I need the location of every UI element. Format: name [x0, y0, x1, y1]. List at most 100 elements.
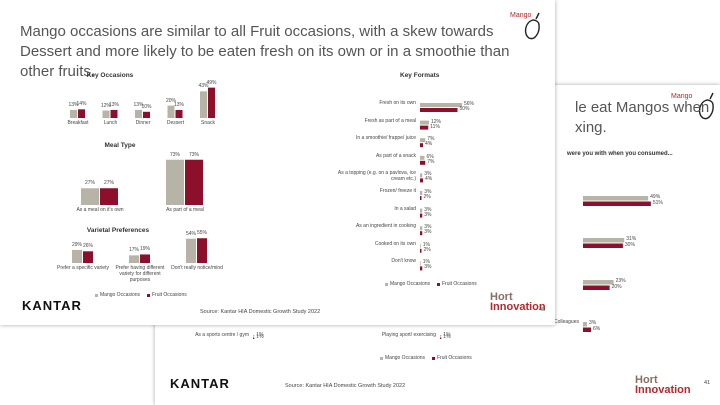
value-label: 3%: [424, 224, 432, 231]
category-label: Fresh as part of a meal: [364, 117, 416, 124]
bar: [253, 335, 255, 337]
bar: [110, 109, 118, 118]
logo-top: Hort: [490, 291, 513, 303]
bar: [420, 173, 423, 178]
bar: [420, 248, 422, 253]
logo-bottom: Innovation: [490, 301, 546, 313]
value-label: 7%: [427, 158, 435, 165]
category-label: Snack: [201, 120, 215, 126]
bar: [420, 243, 421, 248]
value-label: 20%: [611, 283, 622, 290]
bar: [583, 327, 591, 332]
value-label: 13%: [68, 101, 79, 108]
category-label: As a sports centre / gym: [195, 332, 249, 338]
chart-title: Meal Type: [104, 142, 136, 149]
value-label: 20%: [165, 97, 176, 104]
value-label: 1%: [256, 334, 264, 341]
legend-swatch: [432, 357, 435, 360]
category-label: Friends & Colleagues: [531, 319, 579, 325]
bar: [420, 178, 423, 183]
category-label: As a topping (e.g. on a pavlova, ice cre…: [337, 170, 416, 183]
bar: [253, 337, 255, 339]
value-label: 12%: [100, 102, 111, 109]
value-label: 4%: [425, 141, 433, 148]
value-label: 73%: [188, 151, 199, 158]
chart-title: Key Formats: [400, 72, 440, 79]
legend-label: Mango Occasions: [100, 292, 141, 298]
bar: [583, 322, 587, 327]
bar: [81, 188, 99, 205]
category-label: As an ingredient in cooking: [355, 223, 416, 230]
value-label: 2%: [423, 194, 431, 200]
category-label: In a smoothie/ frappe/ juice: [355, 135, 416, 142]
legend-swatch: [380, 357, 383, 360]
bar: [420, 155, 425, 160]
slide-title: xing.: [575, 119, 607, 136]
bar: [583, 201, 651, 206]
slide-title: le eat Mangos when: [575, 99, 710, 116]
category-label: Don't really notice/mind: [171, 265, 223, 271]
value-label: 3%: [588, 320, 597, 327]
value-label: 13%: [133, 101, 144, 108]
value-label: 13%: [173, 101, 184, 108]
value-label: 27%: [103, 180, 114, 187]
value-label: 49%: [650, 194, 661, 201]
tag: Mango: [671, 93, 693, 100]
value-label: 3%: [424, 206, 432, 213]
category-label: Prefer having different variety for diff…: [115, 265, 165, 283]
category-label: As part of a snack: [375, 152, 416, 159]
legend-label: Fruit Occasions: [437, 355, 472, 361]
page-number: 41: [704, 380, 711, 386]
bar: [167, 105, 175, 118]
value-label: 17%: [128, 247, 139, 254]
page-number: 40: [539, 307, 546, 313]
bar: [440, 335, 442, 337]
bar: [583, 285, 610, 290]
mango-icon: [698, 92, 714, 120]
value-label: 6%: [426, 153, 434, 160]
value-label: 3%: [424, 229, 432, 236]
value-label: 50%: [459, 106, 470, 112]
value-label: 23%: [615, 278, 626, 285]
bar: [420, 103, 462, 107]
bar: [185, 159, 203, 205]
bar: [175, 109, 183, 118]
category-label: Frozen/ freeze it: [379, 188, 416, 194]
bar: [420, 125, 429, 130]
brand-logo: KANTAR: [22, 298, 82, 313]
value-label: 56%: [464, 101, 475, 107]
value-label: 31%: [626, 236, 637, 243]
bar: [420, 213, 423, 218]
value-label: 3%: [424, 171, 432, 178]
category-label: Cooked on its own: [374, 240, 416, 247]
value-label: 3%: [424, 211, 432, 218]
value-label: 49%: [206, 79, 217, 86]
source-note: Source: Kantar HIA Domestic Growth Study…: [285, 383, 406, 389]
bar: [420, 208, 423, 213]
value-label: 51%: [652, 199, 663, 206]
chart-title: Key Occasions: [86, 72, 134, 79]
value-label: 6%: [592, 325, 601, 332]
front-canvas: [70, 12, 540, 297]
category-label: Fresh on its own: [379, 100, 416, 106]
value-label: 10%: [141, 103, 152, 110]
value-label: 1%: [422, 241, 430, 248]
value-label: 3%: [424, 264, 432, 271]
value-label: 43%: [198, 83, 209, 90]
logo-top: Hort: [635, 374, 658, 386]
bar: [100, 188, 118, 205]
mango-icon: [524, 12, 540, 40]
value-label: 2%: [423, 246, 431, 253]
value-label: 27%: [84, 180, 95, 187]
chart-title: were you with when you consumed...: [567, 151, 673, 157]
front-slide: Mango Mango occasions are similar to all …: [20, 12, 546, 315]
back-canvas: [253, 92, 714, 360]
category-label: Lunch: [103, 120, 118, 126]
bar: [420, 138, 426, 143]
value-label: 1%: [443, 331, 451, 338]
category-label: In a salad: [394, 205, 416, 212]
bar: [135, 109, 142, 118]
value-label: 11%: [430, 123, 440, 130]
value-label: 13%: [108, 101, 119, 108]
